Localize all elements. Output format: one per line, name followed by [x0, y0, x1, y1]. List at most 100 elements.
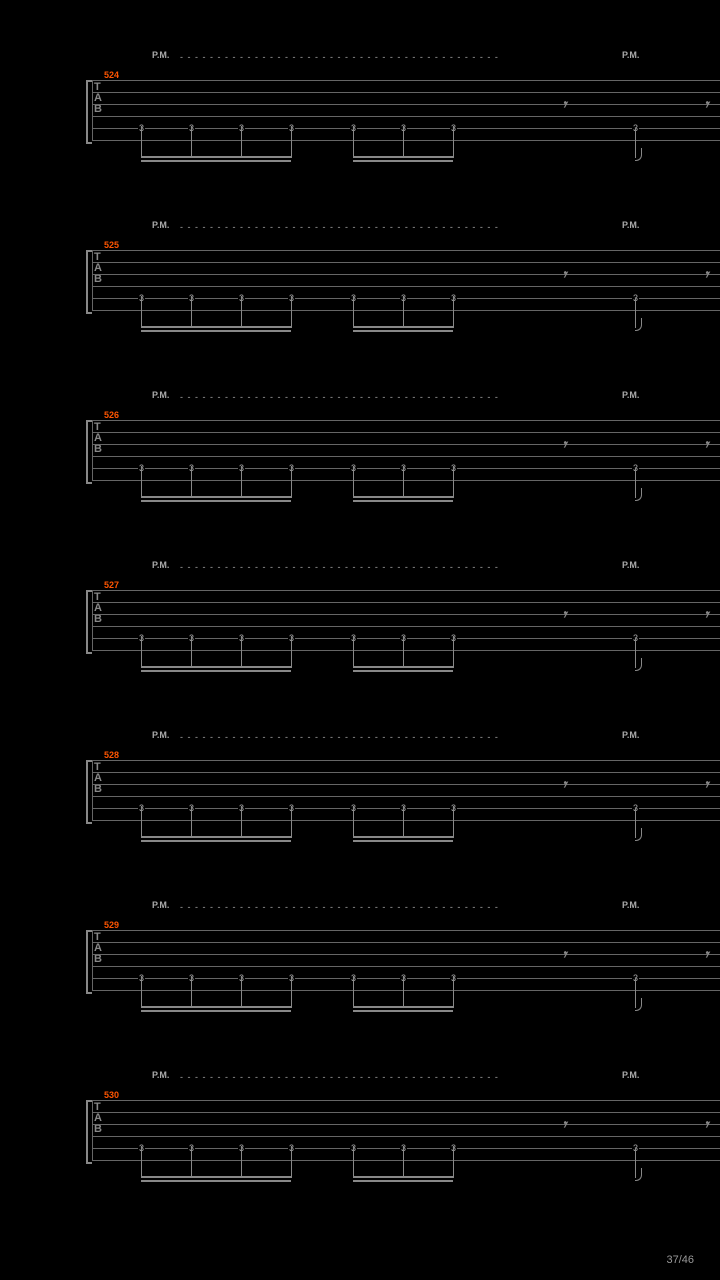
measure: P.M. - - - - - - - - - - - - - - - - - - …: [92, 390, 720, 560]
beam-group: [141, 146, 291, 162]
staff-line: [92, 250, 720, 251]
staff-line: [92, 650, 720, 651]
staff-line: [92, 444, 720, 445]
beam-group: [353, 316, 453, 332]
beam-group: [141, 316, 291, 332]
beam-group: [141, 1166, 291, 1182]
pm-dashes: - - - - - - - - - - - - - - - - - - - - …: [180, 392, 500, 402]
staff-line: [92, 942, 720, 943]
pm-label: P.M.: [152, 50, 169, 60]
staff-line: [92, 432, 720, 433]
measure: P.M.- - - - - - - - - - - - - - - - - - …: [92, 900, 720, 1070]
pm-label: P.M.: [622, 390, 639, 400]
staff-line: [92, 820, 720, 821]
staff-line: [92, 966, 720, 967]
staff-line: [92, 80, 720, 81]
beam-group: [353, 826, 453, 842]
barline: [92, 760, 93, 820]
note-flag: [635, 318, 642, 331]
beam-group: [141, 486, 291, 502]
note-flag: [635, 658, 642, 671]
measure: P.M.- - - - - - - - - - - - - - - - - - …: [92, 560, 720, 730]
pm-label: P.M.: [622, 730, 639, 740]
pm-dashes: - - - - - - - - - - - - - - - - - - - - …: [180, 52, 500, 62]
measure: P.M. - - - - - - - - - - - - - - - - - - …: [92, 220, 720, 390]
staff-line: [92, 930, 720, 931]
beam-group: [141, 996, 291, 1012]
measure-number: 527: [104, 580, 119, 590]
note-flag: [635, 488, 642, 501]
beam-group: [353, 996, 453, 1012]
rest-icon: 𝄾: [562, 440, 566, 452]
staff-line: [92, 420, 720, 421]
rest-icon: 𝄾: [704, 100, 708, 112]
pm-label: P.M.: [152, 390, 169, 400]
measure-number: 530: [104, 1090, 119, 1100]
measure: P.M. - - - - - - - - - - - - - - - - - - …: [92, 50, 720, 220]
rest-icon: 𝄾: [704, 440, 708, 452]
staff-line: [92, 602, 720, 603]
beam-group: [353, 486, 453, 502]
pm-label: P.M.: [152, 220, 169, 230]
staff-line: [92, 456, 720, 457]
barline: [92, 1100, 93, 1160]
measure: P.M. - - - - - - - - - - - - - - - - - - …: [92, 730, 720, 900]
pm-label: P.M.: [622, 560, 639, 570]
rest-icon: 𝄾: [704, 780, 708, 792]
staff-line: [92, 990, 720, 991]
barline: [92, 930, 93, 990]
barline: [92, 590, 93, 650]
staff-line: [92, 954, 720, 955]
staff-line: [92, 274, 720, 275]
pm-label: P.M.: [152, 1070, 169, 1080]
pm-dashes: - - - - - - - - - - - - - - - - - - - - …: [180, 732, 500, 742]
note-flag: [635, 1168, 642, 1181]
staff-line: [92, 784, 720, 785]
rest-icon: 𝄾: [562, 610, 566, 622]
measure-number: 529: [104, 920, 119, 930]
staff-line: [92, 92, 720, 93]
rest-icon: 𝄾: [704, 1120, 708, 1132]
staff-line: [92, 1112, 720, 1113]
pm-label: P.M.: [622, 50, 639, 60]
rest-icon: 𝄾: [704, 610, 708, 622]
pm-label: P.M.: [622, 900, 639, 910]
beam-group: [353, 656, 453, 672]
pm-dashes: - - - - - - - - - - - - - - - - - - - - …: [180, 222, 500, 232]
rest-icon: 𝄾: [704, 950, 708, 962]
note-flag: [635, 148, 642, 161]
rest-icon: 𝄾: [704, 270, 708, 282]
note-flag: [635, 998, 642, 1011]
staff-line: [92, 310, 720, 311]
barline: [92, 250, 93, 310]
note-flag: [635, 828, 642, 841]
measure-number: 528: [104, 750, 119, 760]
pm-dashes: - - - - - - - - - - - - - - - - - - - - …: [180, 1072, 500, 1082]
measure: P.M. - - - - - - - - - - - - - - - - - - …: [92, 1070, 720, 1240]
staff-line: [92, 480, 720, 481]
pm-label: P.M.: [622, 220, 639, 230]
staff-line: [92, 590, 720, 591]
rest-icon: 𝄾: [562, 270, 566, 282]
staff-line: [92, 614, 720, 615]
rest-icon: 𝄾: [562, 950, 566, 962]
barline: [92, 420, 93, 480]
pm-label: P.M.: [152, 560, 169, 570]
pm-label: P.M.: [152, 730, 169, 740]
staff-line: [92, 140, 720, 141]
staff-line: [92, 104, 720, 105]
staff-line: [92, 1136, 720, 1137]
staff-line: [92, 796, 720, 797]
beam-group: [141, 826, 291, 842]
page-number: 37/46: [666, 1254, 694, 1266]
tab-page: P.M. - - - - - - - - - - - - - - - - - - …: [0, 0, 720, 1280]
staff-line: [92, 1160, 720, 1161]
rest-icon: 𝄾: [562, 1120, 566, 1132]
barline: [92, 80, 93, 140]
staff-line: [92, 1124, 720, 1125]
measure-number: 524: [104, 70, 119, 80]
rest-icon: 𝄾: [562, 780, 566, 792]
beam-group: [141, 656, 291, 672]
pm-label: P.M.: [622, 1070, 639, 1080]
pm-label: P.M.: [152, 900, 169, 910]
